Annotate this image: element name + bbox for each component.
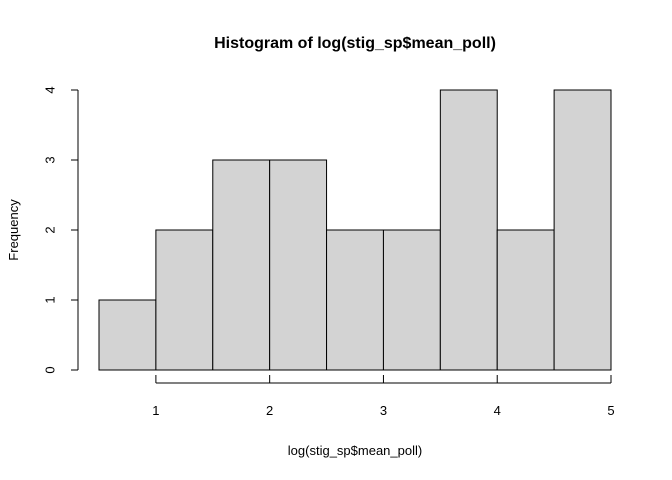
- x-tick-label: 1: [152, 403, 159, 418]
- x-tick-label: 2: [266, 403, 273, 418]
- histogram-bar-1: [98, 299, 157, 371]
- histogram-bar-8: [496, 229, 555, 371]
- histogram-bar-9: [553, 89, 612, 371]
- y-tick-label: 1: [43, 296, 58, 303]
- histogram-bar-3: [212, 159, 271, 371]
- histogram-bar-4: [269, 159, 328, 371]
- y-axis: 0 1 2 3 4: [43, 86, 79, 374]
- x-axis: 1 2 3 4 5: [152, 375, 615, 418]
- chart-title: Histogram of log(stig_sp$mean_poll): [214, 35, 496, 52]
- y-axis-label: Frequency: [6, 199, 21, 261]
- y-tick-label: 4: [43, 86, 58, 93]
- histogram-bar-6: [382, 229, 441, 371]
- x-axis-label: log(stig_sp$mean_poll): [288, 443, 422, 458]
- y-tick-label: 3: [43, 156, 58, 163]
- histogram-bar-7: [439, 89, 498, 371]
- y-tick-label: 0: [43, 366, 58, 373]
- x-tick-label: 5: [607, 403, 614, 418]
- x-tick-label: 3: [380, 403, 387, 418]
- x-tick-label: 4: [494, 403, 501, 418]
- histogram-bar-5: [326, 229, 384, 371]
- histogram-bars: [98, 89, 612, 371]
- histogram-bar-2: [155, 229, 214, 371]
- y-tick-label: 2: [43, 226, 58, 233]
